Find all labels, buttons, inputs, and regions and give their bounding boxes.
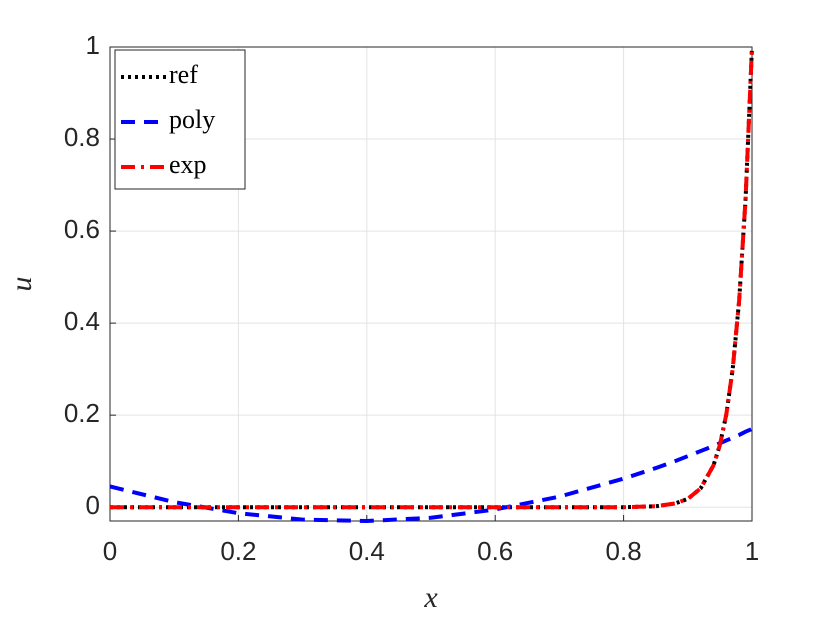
y-tick-label: 1: [86, 30, 100, 60]
line: [110, 46, 754, 510]
y-tick-label: 0.6: [64, 214, 100, 244]
x-tick-label: 0: [103, 536, 117, 566]
legend-label: ref: [169, 60, 198, 89]
legend-label: exp: [169, 150, 207, 179]
legend-box: [114, 49, 246, 190]
x-tick-label: 0.8: [606, 536, 642, 566]
y-tick-label: 0.4: [64, 306, 100, 336]
legend-label: poly: [169, 105, 215, 134]
x-tick-label: 0.6: [477, 536, 513, 566]
line: [109, 427, 753, 524]
y-tick-label: 0.2: [64, 398, 100, 428]
x-tick-label: 1: [745, 536, 759, 566]
y-tick-label: 0.8: [64, 122, 100, 152]
y-tick-label: 0: [86, 490, 100, 520]
x-tick-label: 0.4: [349, 536, 385, 566]
y-axis-label: u: [5, 277, 38, 292]
axes-box: [109, 46, 753, 522]
x-axis-label: x: [423, 581, 438, 614]
x-tick-label: 0.2: [220, 536, 256, 566]
